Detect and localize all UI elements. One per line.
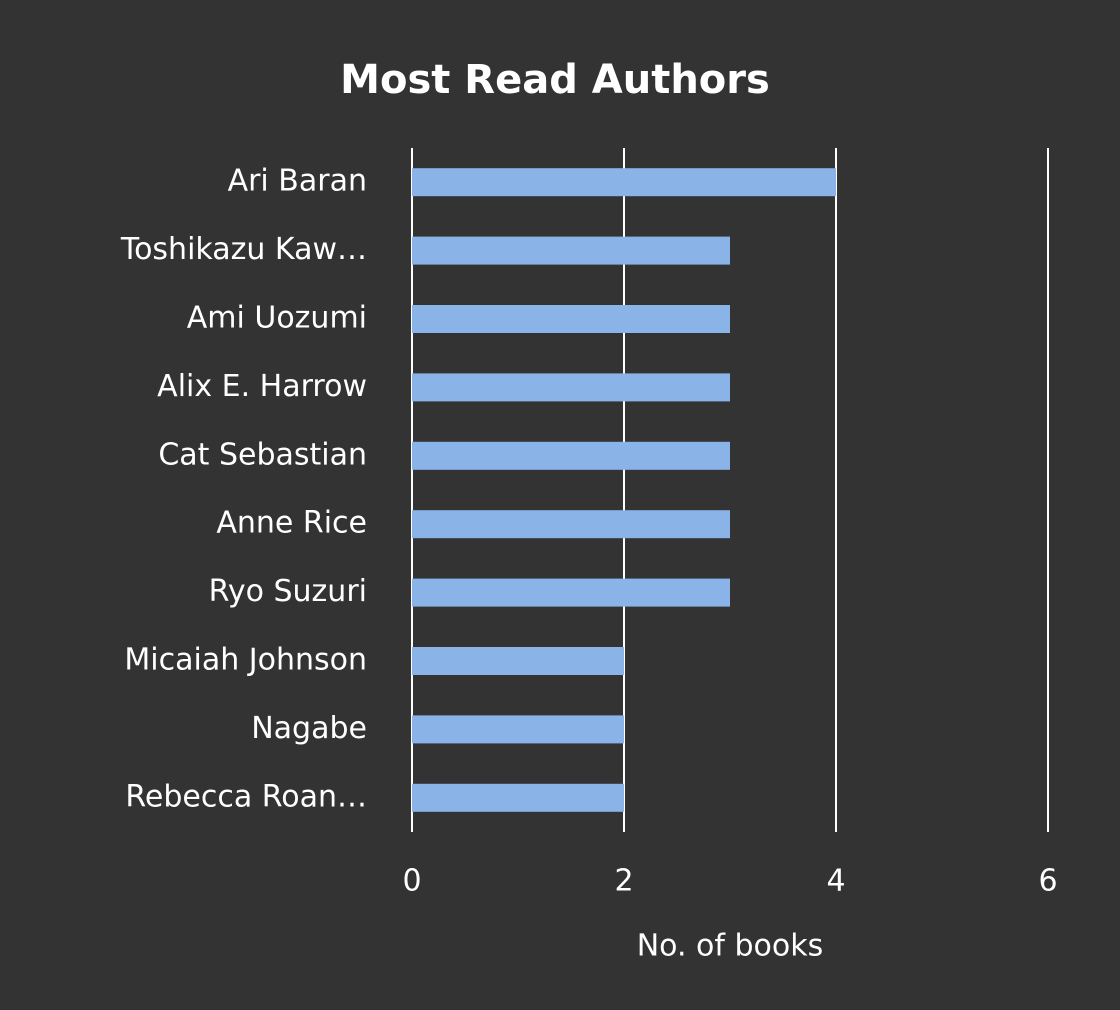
y-tick-label: Ari Baran [228, 164, 367, 199]
y-tick-label: Ami Uozumi [187, 301, 367, 336]
y-tick-label: Toshikazu Kaw… [120, 232, 367, 267]
x-tick-label: 6 [1038, 864, 1057, 899]
bar [412, 441, 730, 470]
x-tick-label: 4 [826, 864, 845, 899]
bar [412, 510, 730, 539]
bar [412, 715, 624, 744]
bar [412, 783, 624, 812]
y-tick-label: Cat Sebastian [158, 437, 367, 472]
y-tick-label: Micaiah Johnson [124, 643, 367, 678]
bar [412, 305, 730, 333]
y-tick-label: Ryo Suzuri [209, 574, 367, 609]
bar [412, 647, 624, 675]
bar [412, 236, 730, 265]
bar [412, 168, 836, 197]
y-tick-label: Alix E. Harrow [157, 369, 367, 404]
chart-title: Most Read Authors [340, 57, 770, 103]
bar [412, 578, 730, 607]
y-tick-label: Anne Rice [216, 506, 367, 541]
y-tick-label: Rebecca Roan… [125, 779, 367, 814]
x-tick-label: 0 [402, 864, 421, 899]
x-axis-label: No. of books [637, 929, 824, 964]
x-tick-label: 2 [614, 864, 633, 899]
y-tick-label: Nagabe [251, 711, 367, 746]
bar [412, 373, 730, 402]
